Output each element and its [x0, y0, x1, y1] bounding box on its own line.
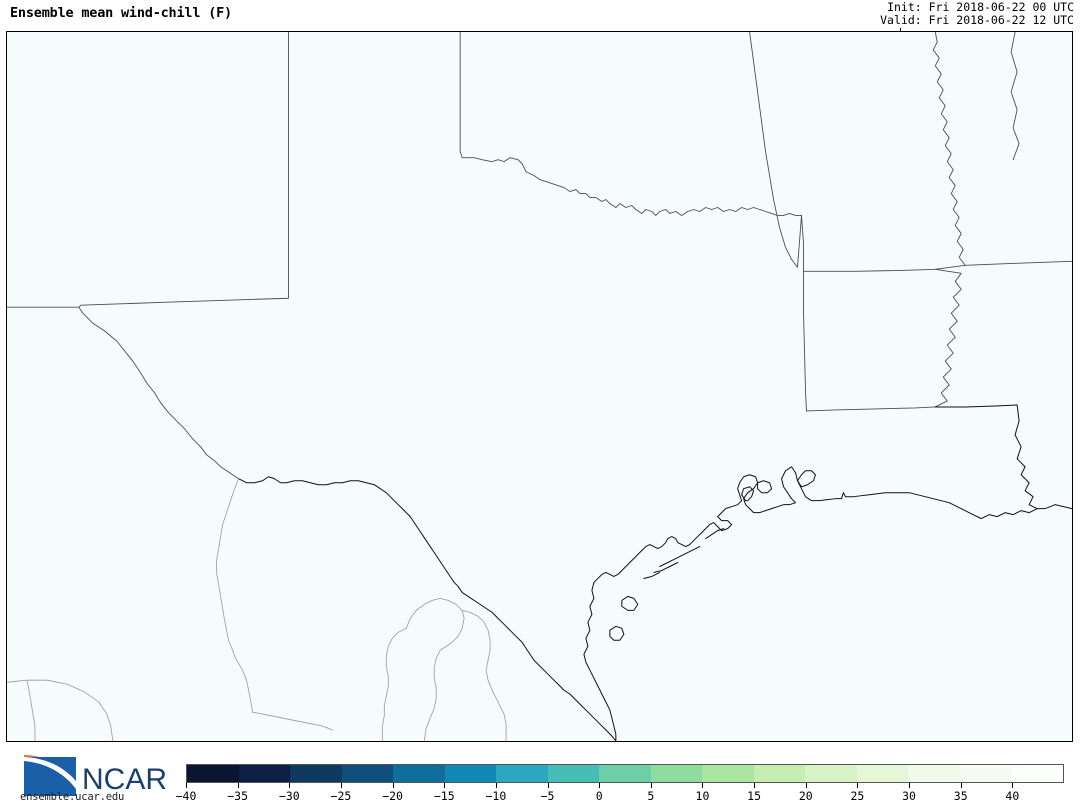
colorbar-band-11 — [753, 765, 806, 782]
colorbar-tick-label: −5 — [540, 789, 555, 803]
colorbar-tick — [444, 783, 446, 788]
colorbar-tick — [547, 783, 549, 788]
colorbar-tick — [1012, 783, 1014, 788]
header-divider-tick — [900, 28, 901, 32]
colorbar-band-0 — [187, 765, 239, 782]
colorbar-tick — [702, 783, 704, 788]
colorbar-tick — [754, 783, 756, 788]
colorbar-tick-label: −15 — [433, 789, 455, 803]
colorbar-tick — [909, 783, 911, 788]
colorbar-tick — [495, 783, 497, 788]
colorbar-band-7 — [547, 765, 600, 782]
plot-header: Ensemble mean wind-chill (F) Init: Fri 2… — [0, 0, 1080, 32]
init-time-label: Init: Fri 2018-06-22 00 UTC — [887, 0, 1074, 14]
colorbar-tick — [960, 783, 962, 788]
colorbar-tick — [237, 783, 239, 788]
colorbar-tick-label: −40 — [175, 789, 197, 803]
colorbar-band-4 — [393, 765, 445, 782]
forecast-timestamps: Init: Fri 2018-06-22 00 UTC Valid: Fri 2… — [880, 1, 1074, 27]
colorbar-band-1 — [238, 765, 291, 782]
colorbar[interactable]: −40 −35 −30 −25 −20 −15 −10 −5 0 5 10 15 20 25 30 35 40 — [176, 764, 1064, 806]
ncar-logo[interactable]: NCAR — [6, 751, 174, 806]
colorbar-band-12 — [805, 765, 857, 782]
logo-blue-block — [24, 757, 76, 796]
colorbar-tick-label: −10 — [485, 789, 507, 803]
colorbar-band-16 — [1011, 765, 1064, 782]
colorbar-tick — [186, 783, 187, 788]
colorbar-band-10 — [702, 765, 754, 782]
colorbar-band-5 — [444, 765, 497, 782]
ncar-url-label: ensemble.ucar.edu — [20, 791, 125, 803]
colorbar-tick — [392, 783, 394, 788]
map-svg — [7, 32, 1072, 741]
map-panel[interactable] — [6, 31, 1073, 742]
colorbar-tick-label: −25 — [330, 789, 352, 803]
colorbar-tick — [857, 783, 859, 788]
page-title: Ensemble mean wind-chill (F) — [10, 5, 232, 21]
colorbar-swatches — [186, 764, 1064, 783]
colorbar-tick — [340, 783, 342, 788]
colorbar-tick-label: −20 — [382, 789, 403, 803]
colorbar-tick-label: 40 — [1005, 789, 1020, 803]
colorbar-tick-label: 35 — [953, 789, 968, 803]
colorbar-tick — [650, 783, 652, 788]
colorbar-band-14 — [908, 765, 960, 782]
colorbar-band-9 — [650, 765, 703, 782]
colorbar-tick-label: −35 — [227, 789, 249, 803]
logo-wordmark: NCAR — [82, 763, 167, 796]
ncar-logo-svg: NCAR — [24, 755, 167, 796]
colorbar-band-13 — [856, 765, 909, 782]
logo-white-swoosh — [24, 757, 76, 789]
colorbar-tick-label: 30 — [902, 789, 916, 803]
colorbar-band-15 — [959, 765, 1012, 782]
colorbar-tick — [289, 783, 291, 788]
valid-time-label: Valid: Fri 2018-06-22 12 UTC — [880, 13, 1074, 27]
colorbar-tick-label: 5 — [647, 789, 655, 803]
colorbar-band-3 — [341, 765, 394, 782]
colorbar-band-6 — [496, 765, 548, 782]
colorbar-tick — [805, 783, 807, 788]
colorbar-band-8 — [599, 765, 651, 782]
colorbar-tick-label: 10 — [695, 789, 710, 803]
colorbar-tick-label: −30 — [278, 789, 300, 803]
colorbar-tick-label: 0 — [595, 789, 603, 803]
colorbar-tick — [599, 783, 601, 788]
plot-footer: NCAR ensemble.ucar.edu −40 −35 −30 −25 −20 −1… — [0, 742, 1080, 810]
colorbar-band-2 — [290, 765, 342, 782]
colorbar-tick-label: 15 — [747, 789, 762, 803]
colorbar-tick-label: 25 — [850, 789, 865, 803]
colorbar-tick-label: 20 — [798, 789, 813, 803]
